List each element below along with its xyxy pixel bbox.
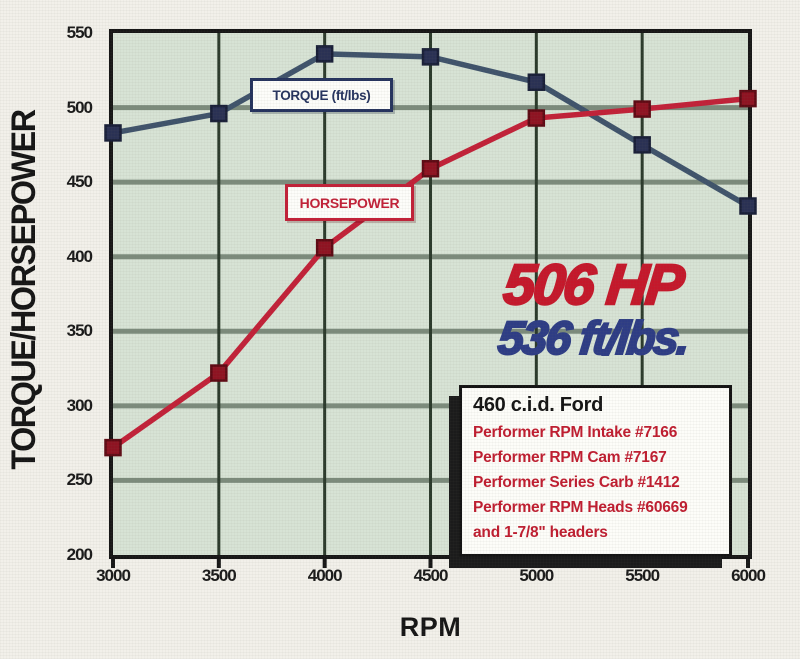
peak-hp-value: 506 HP — [499, 252, 686, 318]
horsepower-series-label: HORSEPOWER — [285, 184, 414, 221]
torque-data-point — [527, 73, 546, 91]
y-tick-label: 400 — [66, 246, 93, 266]
spec-line-heads: Performer RPM Heads #60669 — [473, 499, 688, 516]
x-tick-label: 3000 — [96, 566, 131, 585]
horsepower-data-point — [739, 89, 757, 108]
y-tick-label: 200 — [66, 545, 93, 564]
x-tick-label: 5000 — [519, 566, 554, 585]
engine-name: 460 c.i.d. Ford — [473, 394, 603, 416]
torque-data-point — [104, 124, 122, 142]
peak-torque-value: 536 ft/lbs. — [495, 310, 692, 365]
spec-line-intake: Performer RPM Intake #7166 — [473, 424, 678, 441]
x-tick-label: 5500 — [625, 566, 660, 585]
peak-callout: 506 HP 536 ft/lbs. — [433, 252, 753, 365]
y-tick-label: 300 — [66, 395, 93, 415]
x-tick-label: 3500 — [201, 566, 237, 585]
x-tick-label: 6000 — [731, 566, 766, 585]
x-tick-label: 4000 — [307, 566, 343, 585]
x-axis-title: RPM — [399, 612, 462, 642]
plot-area: TORQUE (ft/lbs) HORSEPOWER 506 HP 536 ft… — [104, 29, 757, 568]
horsepower-data-point — [421, 159, 440, 178]
y-tick-label: 250 — [66, 470, 93, 490]
y-tick-label: 550 — [66, 23, 93, 42]
torque-series-label: TORQUE (ft/lbs) — [250, 78, 393, 112]
torque-data-point — [739, 197, 757, 215]
spec-line-cam: Performer RPM Cam #7167 — [473, 449, 667, 466]
y-tick-label: 450 — [66, 172, 93, 192]
torque-data-point — [210, 104, 228, 123]
torque-data-point — [315, 45, 334, 63]
engine-spec-box: 460 c.i.d. Ford Performer RPM Intake #71… — [459, 385, 732, 557]
y-axis-title: TORQUE/HORSEPOWER — [5, 110, 43, 470]
horsepower-data-point — [104, 438, 122, 457]
y-tick-label: 350 — [66, 321, 93, 341]
horsepower-data-point — [527, 109, 546, 127]
horsepower-data-point — [210, 364, 228, 382]
chart-canvas — [104, 33, 757, 568]
horsepower-data-point — [633, 100, 651, 118]
horsepower-data-point — [315, 239, 334, 257]
x-tick-label: 4500 — [413, 566, 449, 585]
spec-line-carb: Performer Series Carb #1412 — [473, 474, 680, 491]
y-tick-label: 500 — [66, 97, 93, 117]
torque-data-point — [421, 48, 440, 66]
torque-data-point — [633, 136, 651, 154]
spec-line-headers: and 1-7/8" headers — [473, 524, 608, 541]
